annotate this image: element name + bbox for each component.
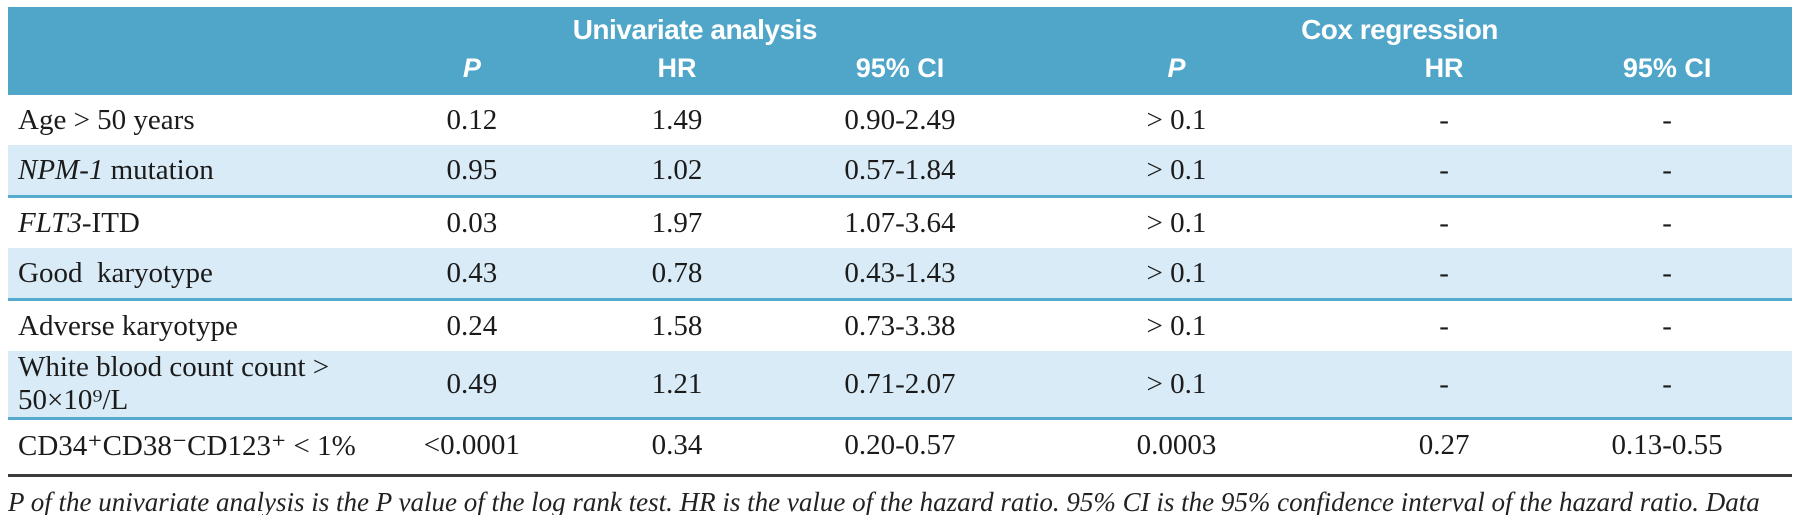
row-label: Age > 50 years — [8, 95, 383, 145]
table-row: Good karyotype 0.43 0.78 0.43-1.43 > 0.1… — [8, 248, 1792, 300]
uni-p-cell: 0.12 — [446, 103, 498, 136]
column-header-cox-p: P — [1007, 47, 1346, 95]
cox-hr-cell: - — [1439, 153, 1449, 186]
group-header-row: Univariate analysis Cox regression — [8, 7, 1792, 47]
row-label-text: White blood count count > 50×10⁹/L — [18, 351, 337, 416]
uni-hr-cell: 1.97 — [651, 206, 703, 239]
row-label: White blood count count > 50×10⁹/L — [8, 351, 383, 419]
uni-p-cell: 0.43 — [446, 256, 498, 289]
uni-ci-cell: 0.20-0.57 — [844, 428, 956, 461]
uni-p-cell: 0.03 — [446, 206, 498, 239]
cox-hr-cell: - — [1439, 309, 1449, 342]
uni-ci-cell: 0.43-1.43 — [844, 256, 956, 289]
uni-p-cell: <0.0001 — [423, 428, 520, 461]
cox-hr-cell: - — [1439, 206, 1449, 239]
uni-hr-cell: 0.78 — [651, 256, 703, 289]
uni-hr-cell: 1.21 — [651, 367, 703, 400]
uni-p-cell: 0.24 — [446, 309, 498, 342]
table-footnote: P of the univariate analysis is the P va… — [8, 487, 1760, 515]
uni-hr-cell: 1.49 — [651, 103, 703, 136]
row-label-text: mutation — [103, 153, 214, 186]
column-header-uni-p: P — [382, 47, 562, 95]
table-row: FLT3-ITD 0.03 1.97 1.07-3.64 > 0.1 - - — [8, 197, 1792, 249]
cox-ci-cell: - — [1662, 309, 1672, 342]
column-header-cox-ci: 95% CI — [1542, 47, 1792, 95]
uni-hr-cell: 0.34 — [651, 428, 703, 461]
row-label-text: Age > 50 years — [18, 103, 195, 136]
uni-p-cell: 0.95 — [446, 153, 498, 186]
row-label: Good karyotype — [8, 248, 383, 300]
cox-hr-cell: - — [1439, 256, 1449, 289]
cox-ci-cell: 0.13-0.55 — [1611, 428, 1723, 461]
row-label-text: Adverse karyotype — [18, 309, 238, 342]
header-blank-cell — [8, 7, 383, 47]
cox-hr-cell: - — [1439, 367, 1449, 400]
table-row: Adverse karyotype 0.24 1.58 0.73-3.38 > … — [8, 300, 1792, 352]
cox-hr-cell: 0.27 — [1418, 428, 1470, 461]
table-row: White blood count count > 50×10⁹/L 0.49 … — [8, 351, 1792, 419]
row-label: Adverse karyotype — [8, 300, 383, 352]
cox-ci-cell: - — [1662, 256, 1672, 289]
row-label-text: CD34⁺CD38⁻CD123⁺ < 1% — [18, 429, 356, 462]
table-row: Age > 50 years 0.12 1.49 0.90-2.49 > 0.1… — [8, 95, 1792, 145]
gene-name: NPM-1 — [18, 153, 104, 186]
uni-hr-cell: 1.02 — [651, 153, 703, 186]
cox-p-cell: > 0.1 — [1146, 103, 1207, 136]
cox-p-cell: > 0.1 — [1146, 309, 1207, 342]
column-header-uni-hr: HR — [561, 47, 793, 95]
column-header-row: P HR 95% CI P HR 95% CI — [8, 47, 1792, 95]
cox-ci-cell: - — [1662, 367, 1672, 400]
table-header: Univariate analysis Cox regression P HR … — [8, 7, 1792, 95]
uni-ci-cell: 0.71-2.07 — [844, 367, 956, 400]
row-label-text: -ITD — [81, 206, 140, 239]
cox-p-cell: > 0.1 — [1146, 206, 1207, 239]
header-blank-cell — [8, 47, 383, 95]
cox-p-cell: > 0.1 — [1146, 256, 1207, 289]
group-header-univariate: Univariate analysis — [382, 7, 1007, 47]
cox-ci-cell: - — [1662, 153, 1672, 186]
uni-ci-cell: 0.90-2.49 — [844, 103, 956, 136]
cox-ci-cell: - — [1662, 103, 1672, 136]
uni-ci-cell: 0.57-1.84 — [844, 153, 956, 186]
row-label-text: Good karyotype — [18, 256, 213, 289]
cox-p-cell: 0.0003 — [1136, 428, 1217, 461]
uni-ci-cell: 1.07-3.64 — [844, 206, 956, 239]
column-header-cox-hr: HR — [1345, 47, 1543, 95]
cox-ci-cell: - — [1662, 206, 1672, 239]
cox-p-cell: > 0.1 — [1146, 153, 1207, 186]
cox-hr-cell: - — [1439, 103, 1449, 136]
footnote-divider — [8, 474, 1792, 477]
row-label: FLT3-ITD — [8, 197, 383, 249]
uni-ci-cell: 0.73-3.38 — [844, 309, 956, 342]
cox-p-cell: > 0.1 — [1146, 367, 1207, 400]
row-label: NPM-1 mutation — [8, 145, 383, 197]
table-body: Age > 50 years 0.12 1.49 0.90-2.49 > 0.1… — [8, 95, 1792, 470]
gene-name: FLT3 — [18, 206, 82, 239]
table-row: NPM-1 mutation 0.95 1.02 0.57-1.84 > 0.1… — [8, 145, 1792, 197]
row-label: CD34⁺CD38⁻CD123⁺ < 1% — [8, 419, 383, 471]
results-table: Univariate analysis Cox regression P HR … — [8, 7, 1792, 470]
group-header-cox: Cox regression — [1007, 7, 1792, 47]
column-header-uni-ci: 95% CI — [792, 47, 1007, 95]
uni-p-cell: 0.49 — [446, 367, 498, 400]
uni-hr-cell: 1.58 — [651, 309, 703, 342]
table-row: CD34⁺CD38⁻CD123⁺ < 1% <0.0001 0.34 0.20-… — [8, 419, 1792, 471]
